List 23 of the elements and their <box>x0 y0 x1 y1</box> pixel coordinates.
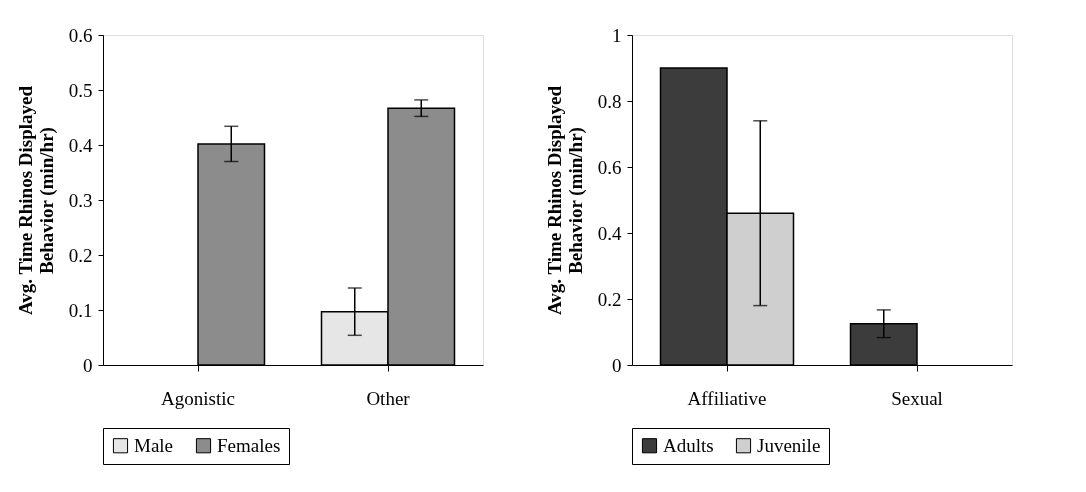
y-tick-label: 0.8 <box>597 90 622 112</box>
y-tick-label: 0.3 <box>68 189 93 211</box>
x-tick-label: Sexual <box>891 387 943 409</box>
legend-label: Juvenile <box>757 434 821 456</box>
legend-label: Adults <box>663 434 714 456</box>
y-tick-label: 0 <box>612 354 622 376</box>
x-tick-label: Other <box>366 387 411 409</box>
legend-label: Male <box>134 434 174 456</box>
y-tick-label: 0.6 <box>597 156 622 178</box>
y-tick-label: 0.4 <box>597 222 622 244</box>
y-tick-label: 0.5 <box>68 79 93 101</box>
y-tick-label: 0.2 <box>68 244 93 266</box>
y-tick-label: 0.4 <box>68 134 93 156</box>
y-axis-title: Avg. Time Rhinos Displayed Behavior (min/hr) <box>14 85 58 316</box>
y-axis-title: Avg. Time Rhinos Displayed Behavior (min/hr) <box>543 85 587 316</box>
legend-label: Females <box>217 434 281 456</box>
y-tick-label: 0 <box>83 354 93 376</box>
x-tick-label: Agonistic <box>161 387 235 409</box>
y-tick-label: 0.6 <box>68 24 93 46</box>
y-tick-label: 0.2 <box>597 288 622 310</box>
x-tick-label: Affiliative <box>687 387 767 409</box>
y-tick-label: 0.1 <box>68 299 93 321</box>
y-tick-label: 1 <box>612 24 622 46</box>
